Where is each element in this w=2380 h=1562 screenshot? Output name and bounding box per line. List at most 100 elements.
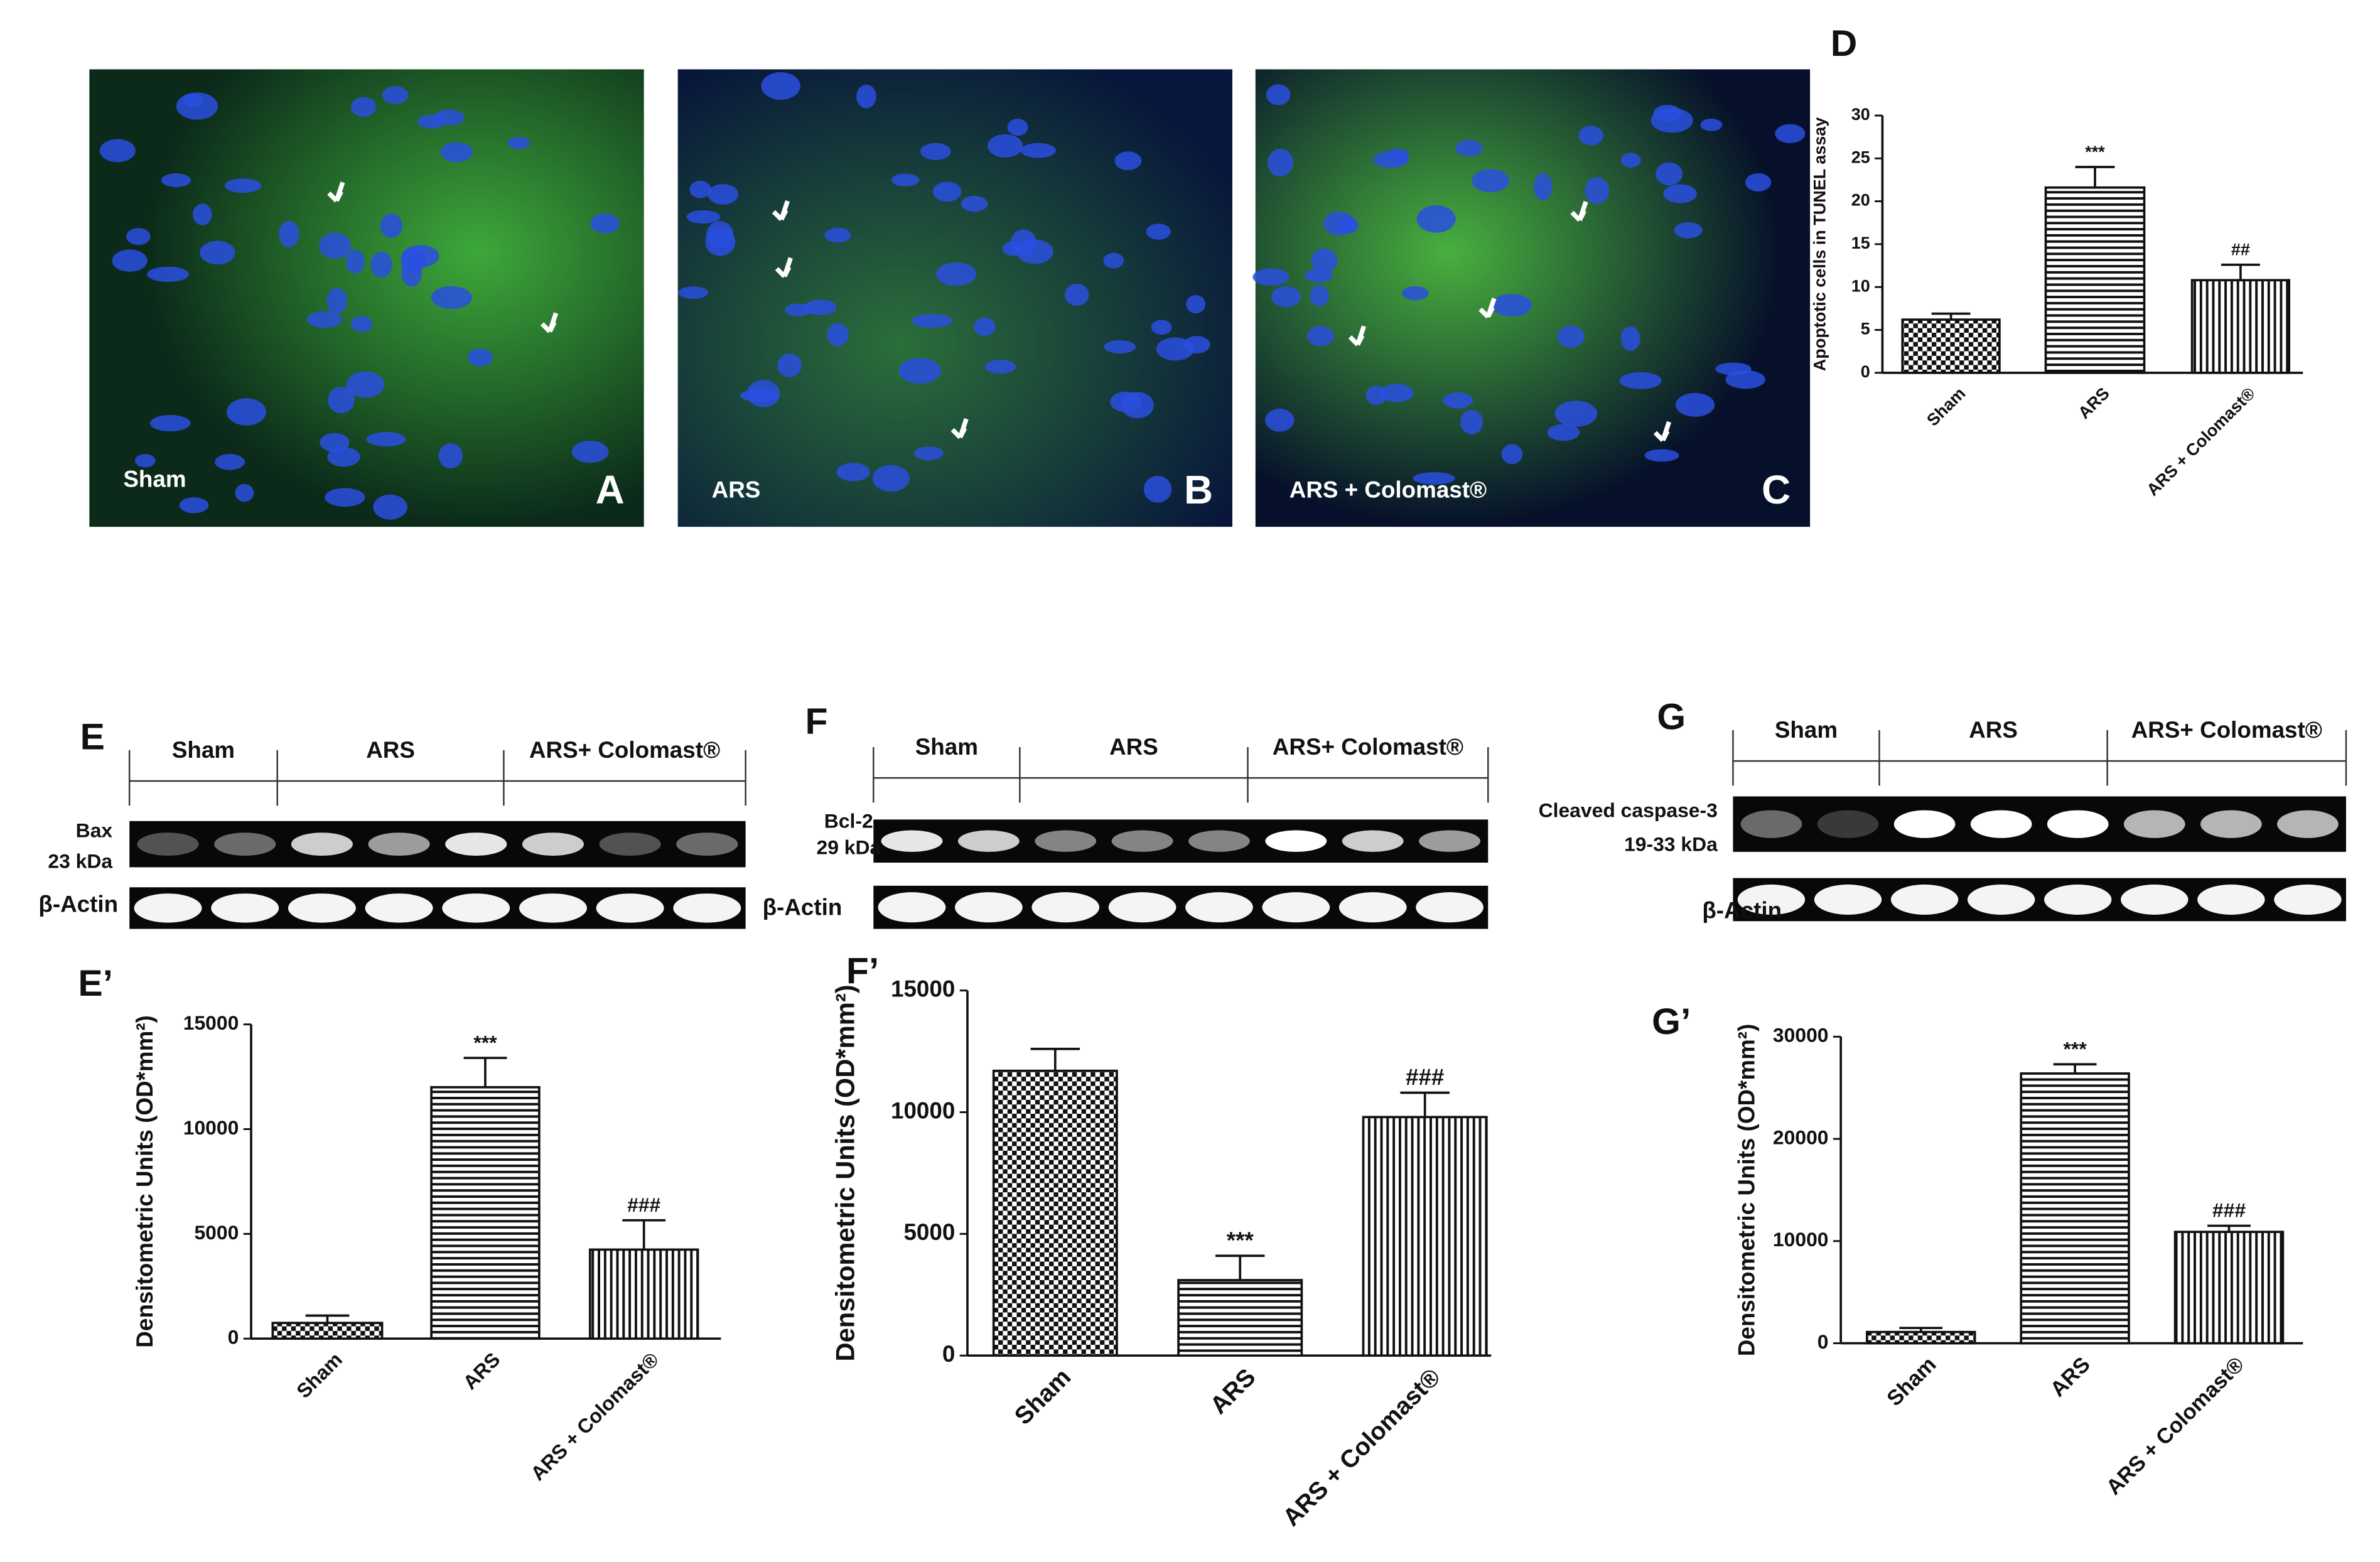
nucleus bbox=[149, 415, 191, 432]
nucleus bbox=[571, 441, 609, 463]
arrow bbox=[327, 181, 345, 203]
band bbox=[1031, 892, 1100, 923]
nucleus bbox=[183, 94, 203, 107]
group-label: Sham bbox=[1775, 717, 1838, 743]
nucleus bbox=[1715, 362, 1752, 375]
nucleus bbox=[708, 184, 739, 205]
nucleus bbox=[1547, 424, 1580, 441]
x-tick-label: ARS + Colomast® bbox=[1278, 1363, 1446, 1531]
arrow bbox=[1478, 298, 1497, 319]
y-tick-label: 0 bbox=[1817, 1330, 1829, 1353]
panel-letter: C bbox=[1762, 467, 1790, 512]
nucleus bbox=[1323, 211, 1355, 236]
nucleus bbox=[678, 286, 709, 299]
nucleus bbox=[373, 494, 407, 520]
size-label: 19-33 kDa bbox=[1624, 832, 1718, 855]
nucleus bbox=[134, 454, 156, 468]
band bbox=[1970, 810, 2032, 838]
nucleus bbox=[1534, 173, 1553, 200]
nucleus bbox=[1416, 205, 1456, 233]
arrow bbox=[540, 312, 559, 333]
micrograph-label: Sham bbox=[123, 466, 186, 492]
band bbox=[2197, 884, 2265, 915]
error-bar bbox=[1400, 1091, 1450, 1118]
nucleus bbox=[1104, 340, 1136, 353]
arrow bbox=[1348, 325, 1366, 347]
group-label: ARS bbox=[1109, 734, 1158, 760]
bar bbox=[1901, 318, 2001, 374]
nucleus bbox=[1619, 372, 1662, 389]
nucleus bbox=[804, 299, 837, 316]
band bbox=[2044, 884, 2112, 915]
x-tick-label: ARS bbox=[2074, 384, 2113, 423]
nucleus bbox=[1620, 153, 1641, 168]
nucleus bbox=[1183, 336, 1210, 353]
bar bbox=[2020, 1072, 2130, 1345]
nucleus bbox=[1252, 268, 1290, 286]
nucleus bbox=[1267, 149, 1293, 177]
micrograph-label: ARS bbox=[712, 477, 761, 502]
band bbox=[1419, 830, 1481, 852]
band bbox=[365, 893, 433, 923]
band bbox=[1111, 830, 1173, 852]
nucleus bbox=[827, 323, 849, 347]
y-tick-label: 0 bbox=[1861, 362, 1870, 381]
y-tick-label: 20 bbox=[1851, 191, 1870, 210]
band bbox=[134, 893, 202, 923]
error-bar bbox=[2075, 166, 2115, 188]
arrow bbox=[1653, 421, 1672, 442]
band bbox=[291, 832, 353, 856]
y-tick-label: 10000 bbox=[183, 1116, 239, 1139]
nucleus bbox=[179, 497, 209, 514]
bar bbox=[2173, 1231, 2285, 1345]
control-label: β-Actin bbox=[763, 894, 843, 920]
bar bbox=[992, 1069, 1118, 1357]
panel-letter: G’ bbox=[1652, 1001, 1691, 1042]
y-tick-label: 10 bbox=[1851, 276, 1870, 295]
significance: *** bbox=[2085, 143, 2105, 161]
error-bar bbox=[1931, 312, 1971, 320]
bar bbox=[271, 1322, 384, 1340]
error-bar bbox=[1215, 1254, 1265, 1281]
nucleus bbox=[1663, 184, 1697, 203]
panel-letter: E’ bbox=[78, 963, 113, 1004]
y-tick-label: 15 bbox=[1851, 234, 1870, 252]
nucleus bbox=[440, 142, 473, 163]
x-tick-label: Sham bbox=[292, 1348, 347, 1403]
bar bbox=[1362, 1116, 1488, 1357]
band bbox=[1814, 884, 1882, 915]
nucleus bbox=[1650, 108, 1693, 133]
bar bbox=[2190, 279, 2291, 374]
y-tick-label: 15000 bbox=[183, 1011, 239, 1034]
y-tick-label: 0 bbox=[942, 1341, 955, 1367]
y-tick-label: 15000 bbox=[891, 976, 955, 1001]
bar bbox=[2044, 186, 2146, 374]
panel-letter: F bbox=[805, 701, 828, 742]
nucleus bbox=[319, 232, 351, 259]
nucleus bbox=[1472, 169, 1510, 193]
nucleus bbox=[1644, 449, 1679, 462]
target-label: Bcl-2 bbox=[824, 810, 873, 832]
nucleus bbox=[279, 220, 299, 248]
nucleus bbox=[920, 143, 951, 160]
micrograph bbox=[1255, 69, 1811, 527]
band bbox=[1416, 892, 1483, 923]
significance: ### bbox=[2212, 1199, 2246, 1222]
panel-letter: G bbox=[1657, 696, 1686, 737]
nucleus bbox=[686, 210, 721, 224]
nucleus bbox=[1307, 326, 1334, 347]
nucleus bbox=[1775, 124, 1806, 144]
nucleus bbox=[1675, 392, 1715, 417]
band bbox=[137, 832, 199, 856]
y-axis-label: Apoptotic cells in TUNEL assay bbox=[1810, 117, 1829, 371]
nucleus bbox=[351, 316, 373, 332]
micrograph bbox=[89, 69, 644, 527]
error-bar bbox=[2221, 263, 2260, 281]
nucleus bbox=[761, 72, 800, 100]
x-tick-label: ARS bbox=[2046, 1352, 2095, 1401]
band bbox=[596, 893, 664, 923]
error-bar bbox=[1899, 1327, 1943, 1332]
nucleus bbox=[706, 221, 734, 249]
nucleus bbox=[1443, 392, 1473, 409]
